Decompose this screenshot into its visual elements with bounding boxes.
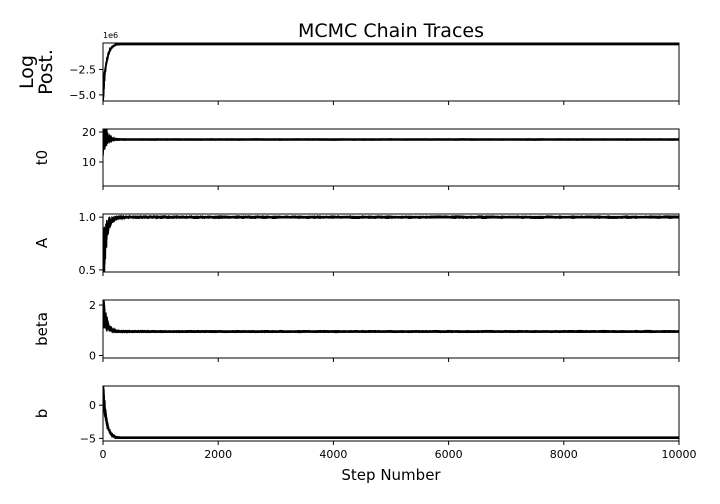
panel-frame (102, 299, 680, 359)
x-tick-label: 2000 (204, 448, 232, 461)
x-tick-label: 8000 (550, 448, 578, 461)
trace-panel-1: −2.5 −5.0 1e6 LogPost. (16, 31, 680, 105)
y-offset-label: 1e6 (103, 31, 118, 40)
y-tick-label: 1.0 (79, 211, 97, 224)
y-axis-label-line: Log (16, 55, 38, 89)
x-axis-label: Step Number (341, 466, 441, 484)
panel-frame (102, 385, 680, 442)
y-tick-label: 0.5 (79, 264, 97, 277)
y-tick-label: −5 (80, 432, 96, 445)
trace-panel-4: 0 2 beta (33, 299, 680, 362)
y-tick-label: −5.0 (69, 89, 96, 102)
y-axis-label: beta (33, 312, 51, 346)
y-tick-label: 2 (89, 299, 96, 312)
x-tick-label: 10000 (662, 448, 697, 461)
chart-title: MCMC Chain Traces (298, 20, 484, 42)
y-axis-label: LogPost. (16, 49, 57, 95)
y-axis-label-line: b (33, 409, 51, 419)
y-tick-label: 0 (89, 349, 96, 362)
panel-frame (102, 128, 680, 187)
trace-panel-3: 0.5 1.0 A (33, 211, 680, 277)
y-tick-label: 20 (82, 126, 96, 139)
trace-panel-2: 10 20 t0 (33, 126, 680, 190)
trace-panels: −2.5−5.01e6LogPost.1020t00.51.0A02beta0−… (16, 31, 697, 461)
y-tick-label: 0 (89, 399, 96, 412)
y-axis-label-line: beta (33, 312, 51, 346)
y-axis-label-line: A (33, 237, 51, 248)
y-axis-label-line: t0 (33, 150, 51, 165)
x-tick-label: 4000 (319, 448, 347, 461)
panel-frame (102, 42, 680, 102)
y-axis-label: A (33, 237, 51, 248)
x-tick-label: 0 (100, 448, 107, 461)
y-axis-label-line: Post. (35, 49, 57, 95)
y-tick-label: 10 (82, 156, 96, 169)
y-tick-label: −2.5 (69, 63, 96, 76)
trace-panel-5: 0 −5 b 0 2000 4000 6000 8000 10000 (33, 385, 697, 461)
panel-frame (102, 213, 680, 273)
x-tick-label: 6000 (435, 448, 463, 461)
y-axis-label: t0 (33, 150, 51, 165)
y-axis-label: b (33, 409, 51, 419)
